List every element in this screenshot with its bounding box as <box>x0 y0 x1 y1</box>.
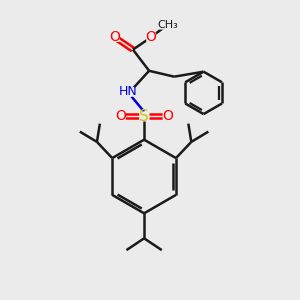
Text: CH₃: CH₃ <box>157 20 178 30</box>
Text: O: O <box>115 109 126 123</box>
FancyBboxPatch shape <box>116 111 126 121</box>
FancyBboxPatch shape <box>146 32 156 42</box>
FancyBboxPatch shape <box>159 20 175 30</box>
Text: O: O <box>109 30 120 44</box>
FancyBboxPatch shape <box>163 111 173 121</box>
Text: O: O <box>146 30 157 44</box>
FancyBboxPatch shape <box>139 111 149 121</box>
Text: O: O <box>162 109 173 123</box>
FancyBboxPatch shape <box>110 32 120 42</box>
Text: HN: HN <box>118 85 137 98</box>
Text: S: S <box>139 109 149 124</box>
FancyBboxPatch shape <box>120 87 136 97</box>
